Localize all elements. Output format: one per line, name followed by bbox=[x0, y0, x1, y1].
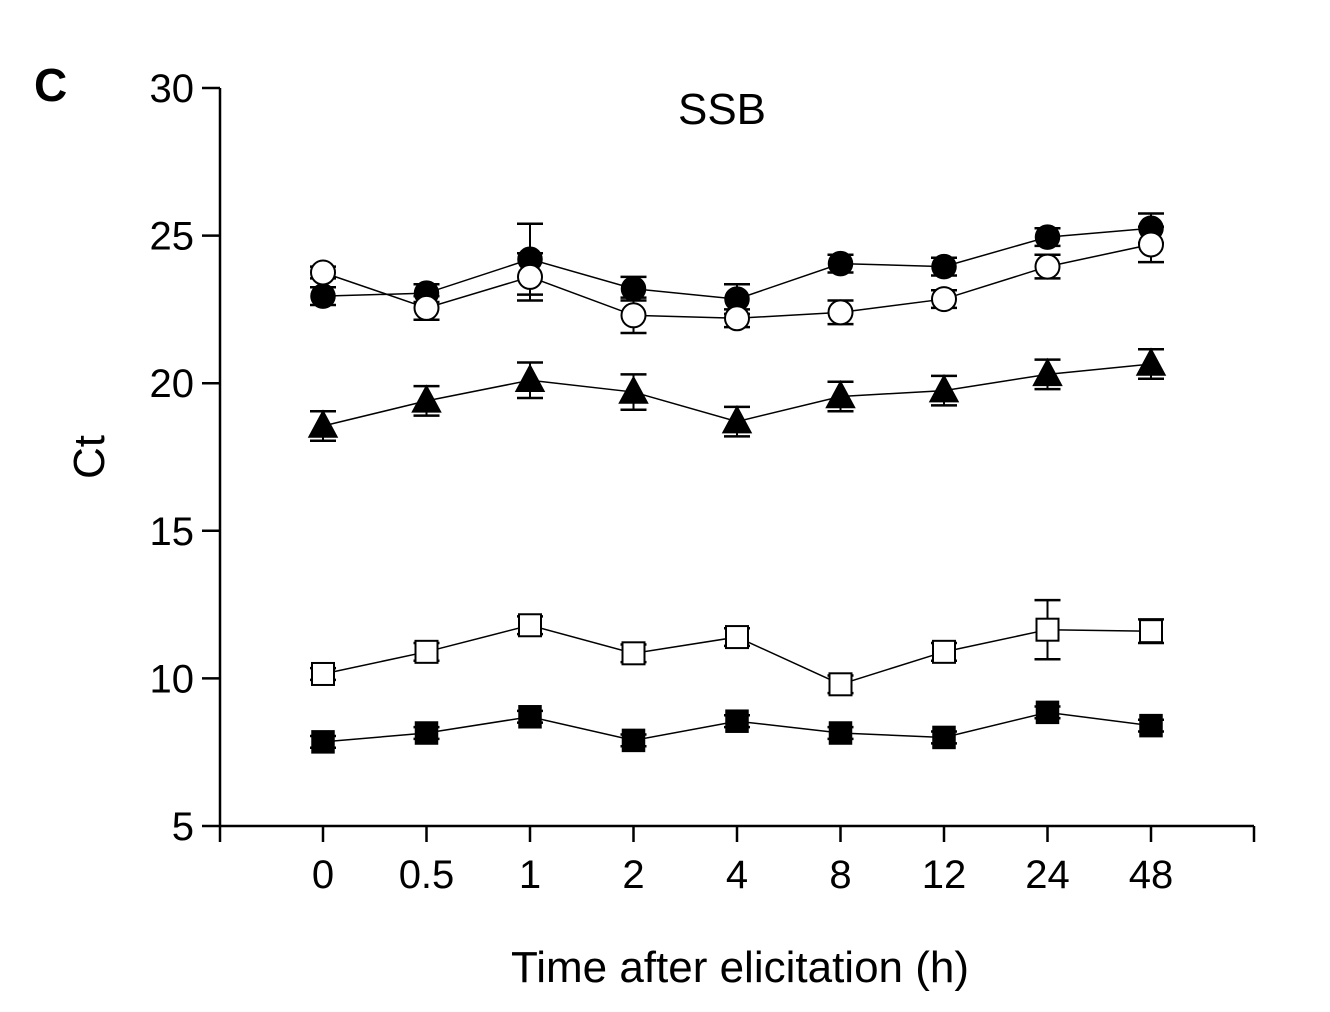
y-tick-label: 30 bbox=[150, 67, 195, 111]
data-point bbox=[932, 639, 956, 664]
data-point bbox=[620, 302, 647, 329]
data-point bbox=[414, 639, 439, 664]
data-point bbox=[517, 263, 543, 290]
data-point bbox=[1034, 253, 1061, 280]
data-point bbox=[1139, 619, 1163, 644]
data-point bbox=[828, 721, 853, 745]
data-point bbox=[1034, 224, 1061, 250]
x-axis-label: Time after elicitation (h) bbox=[511, 943, 969, 992]
data-point bbox=[725, 709, 749, 733]
data-point bbox=[310, 283, 336, 309]
series-square-filled bbox=[310, 700, 1164, 754]
data-point bbox=[932, 725, 956, 750]
data-point bbox=[1138, 231, 1164, 258]
series-square-open bbox=[310, 598, 1164, 697]
data-point bbox=[1135, 347, 1167, 376]
y-tick-label: 20 bbox=[150, 362, 195, 406]
x-tick-label: 0 bbox=[312, 853, 334, 897]
data-point bbox=[413, 294, 440, 321]
x-tick-label: 4 bbox=[726, 853, 748, 897]
data-point bbox=[1139, 713, 1163, 738]
chart-title: SSB bbox=[678, 85, 766, 134]
data-point bbox=[311, 661, 335, 686]
data-point bbox=[724, 305, 750, 332]
x-tick-label: 8 bbox=[829, 853, 851, 897]
data-point bbox=[514, 363, 546, 392]
data-point bbox=[725, 625, 749, 650]
data-point bbox=[828, 672, 853, 697]
panel-label: C bbox=[34, 59, 68, 111]
data-point bbox=[931, 253, 957, 280]
series-layer bbox=[307, 212, 1167, 754]
data-point bbox=[721, 404, 753, 434]
series-circle-open bbox=[310, 225, 1164, 335]
data-point bbox=[307, 409, 339, 438]
data-point bbox=[621, 728, 646, 753]
data-point bbox=[414, 721, 439, 745]
data-point bbox=[1035, 700, 1060, 725]
data-point bbox=[518, 705, 542, 729]
data-point bbox=[1032, 357, 1063, 387]
y-tick-label: 25 bbox=[150, 215, 195, 259]
x-tick-label: 24 bbox=[1025, 853, 1070, 897]
data-point bbox=[931, 286, 957, 313]
series-triangle-filled bbox=[307, 347, 1167, 443]
data-point bbox=[827, 299, 854, 326]
x-tick-label: 48 bbox=[1129, 853, 1174, 897]
data-point bbox=[621, 641, 646, 666]
data-point bbox=[618, 375, 649, 404]
x-tick-label: 12 bbox=[922, 853, 967, 897]
y-axis-label: Ct bbox=[65, 435, 114, 479]
data-point bbox=[1035, 617, 1060, 642]
data-point bbox=[310, 259, 336, 286]
x-tick-label: 0.5 bbox=[399, 853, 455, 897]
x-tick-label: 1 bbox=[519, 853, 541, 897]
data-point bbox=[827, 250, 854, 277]
y-tick-label: 15 bbox=[150, 510, 195, 554]
data-point bbox=[928, 373, 960, 403]
x-tick-label: 2 bbox=[622, 853, 644, 897]
data-point bbox=[411, 384, 442, 413]
y-tick-label: 10 bbox=[150, 657, 195, 701]
data-point bbox=[825, 379, 856, 409]
data-point bbox=[518, 613, 542, 638]
y-tick-label: 5 bbox=[172, 805, 194, 849]
data-point bbox=[311, 730, 335, 754]
